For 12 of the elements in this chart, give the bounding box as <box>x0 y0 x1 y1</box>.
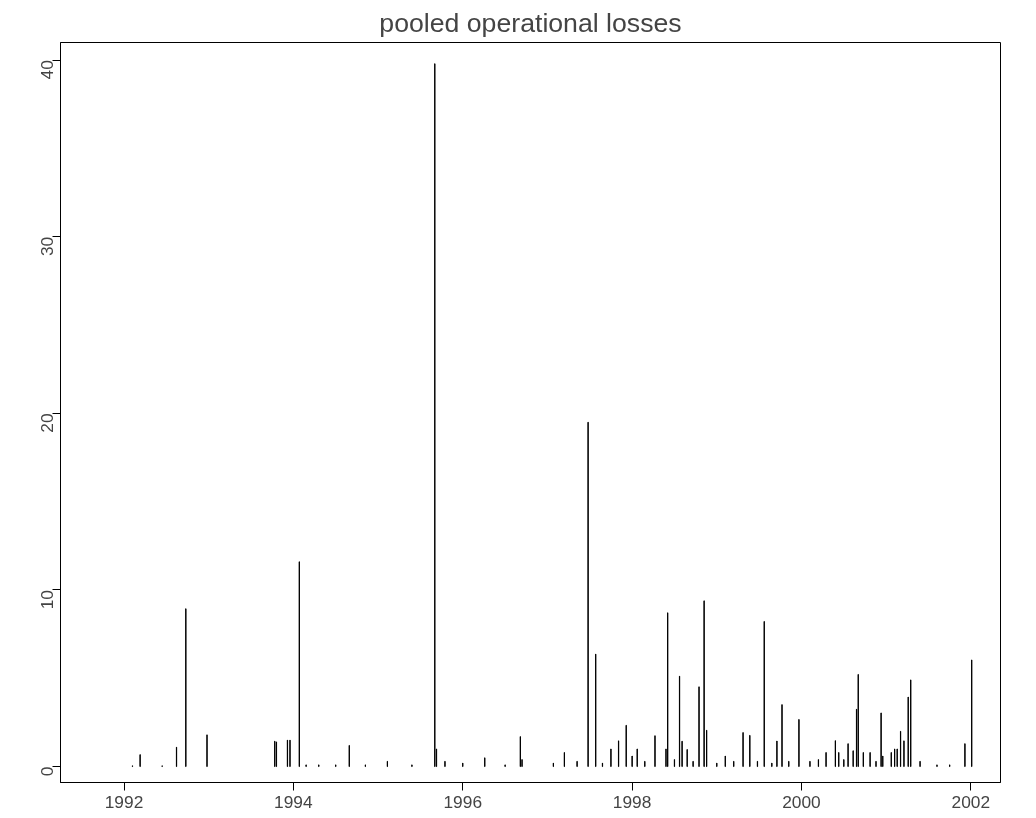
x-tick-label: 1996 <box>443 791 483 812</box>
y-tick-label: 30 <box>37 236 58 257</box>
x-tick-label: 1994 <box>274 791 314 812</box>
x-tick-label: 1998 <box>612 791 652 812</box>
y-tick-label: 10 <box>37 589 58 610</box>
y-tick-label: 20 <box>37 413 58 433</box>
chart-title: pooled operational losses <box>379 7 682 38</box>
x-tick-label: 2000 <box>782 791 821 812</box>
x-tick-label: 1992 <box>104 791 144 812</box>
x-tick-label: 2002 <box>951 791 991 812</box>
y-tick-label: 40 <box>37 60 58 80</box>
y-tick-label: 0 <box>37 766 58 777</box>
